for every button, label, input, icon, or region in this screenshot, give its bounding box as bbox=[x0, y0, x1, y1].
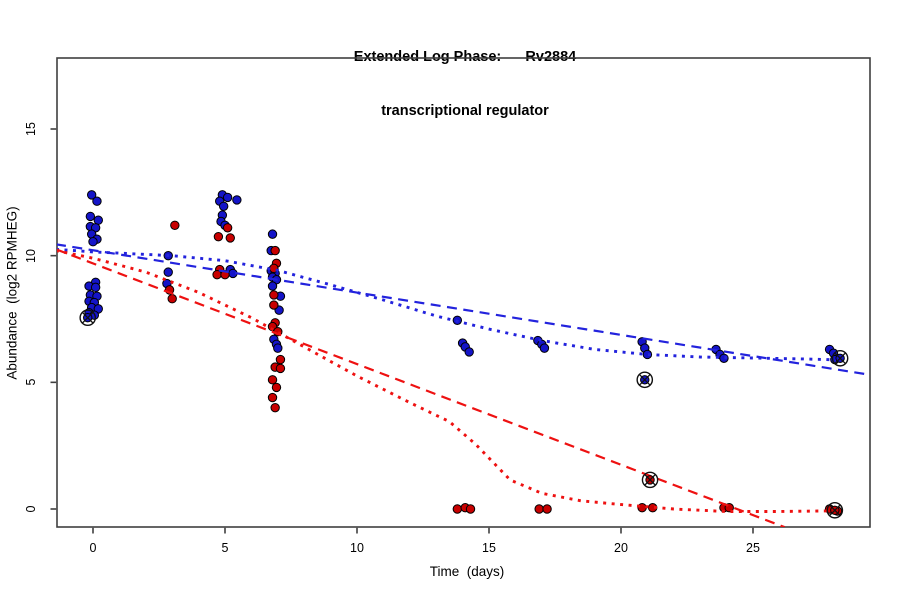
red-points-dot bbox=[225, 233, 235, 243]
red-points-dot bbox=[267, 375, 278, 385]
blue-points-dot bbox=[642, 349, 653, 360]
red-points-dot bbox=[269, 290, 279, 300]
red-points-dot bbox=[269, 300, 279, 310]
chart-title: Extended Log Phase: Rv2884 transcription… bbox=[354, 12, 576, 156]
blue-points-dot bbox=[88, 237, 98, 247]
y-tick-label: 10 bbox=[24, 248, 38, 263]
flag-circle-icon bbox=[826, 501, 844, 519]
red-points-dot bbox=[270, 245, 280, 256]
chart-title-line1: Extended Log Phase: Rv2884 bbox=[353, 49, 577, 65]
red-linear-fit bbox=[57, 248, 786, 527]
blue-points-dot bbox=[85, 211, 96, 222]
flag-cross-icon bbox=[644, 474, 656, 486]
flag-cross-icon bbox=[834, 352, 846, 365]
red-points-dot bbox=[167, 294, 177, 304]
blue-points-dot bbox=[267, 229, 278, 239]
x-tick-label: 0 bbox=[89, 541, 97, 555]
flag-circle-icon bbox=[831, 349, 849, 367]
red-points-dot bbox=[271, 382, 282, 393]
red-points-dot bbox=[275, 354, 286, 365]
red-points-dot bbox=[452, 504, 463, 514]
x-tick-label: 15 bbox=[482, 541, 496, 555]
red-points-dot bbox=[465, 504, 476, 514]
blue-linear-fit bbox=[57, 243, 870, 376]
flag-cross-icon bbox=[828, 504, 841, 517]
y-tick-label: 0 bbox=[24, 505, 38, 513]
blue-points-dot bbox=[232, 195, 242, 205]
blue-loess-fit bbox=[57, 247, 843, 362]
blue-points-dot bbox=[218, 201, 229, 211]
flag-circle-icon bbox=[79, 309, 97, 327]
blue-points-dot bbox=[267, 281, 278, 291]
blue-points-dot bbox=[92, 196, 102, 206]
x-tick-label: 10 bbox=[350, 541, 364, 555]
red-points-dot bbox=[275, 363, 286, 374]
red-points-dot bbox=[222, 223, 233, 233]
x-tick-label: 5 bbox=[221, 541, 229, 555]
y-axis-label: Abundance (log2 RPMHEG) bbox=[4, 206, 20, 380]
red-points-dot bbox=[542, 504, 552, 514]
blue-points-dot bbox=[273, 343, 283, 353]
red-points-dot bbox=[270, 402, 280, 413]
red-points-dot bbox=[534, 504, 544, 514]
flag-cross-icon bbox=[81, 311, 94, 324]
flag-cross-icon bbox=[638, 373, 651, 386]
blue-points-dot bbox=[539, 343, 550, 353]
blue-points-dot bbox=[464, 347, 474, 357]
flag-circle-icon bbox=[636, 371, 654, 389]
blue-points-dot bbox=[222, 192, 233, 203]
x-tick-label: 20 bbox=[614, 541, 628, 555]
chart-title-line2: transcriptional regulator bbox=[381, 103, 549, 119]
x-tick-label: 25 bbox=[746, 541, 760, 555]
red-points-dot bbox=[212, 269, 222, 280]
x-axis-label: Time (days) bbox=[429, 564, 505, 579]
red-points-dot bbox=[267, 392, 278, 403]
blue-points-dot bbox=[86, 190, 97, 200]
red-points-dot bbox=[170, 220, 180, 230]
flag-circle-icon bbox=[641, 471, 659, 489]
plot-content bbox=[57, 190, 870, 527]
red-points-dot bbox=[213, 231, 224, 242]
y-tick-label: 5 bbox=[24, 378, 38, 386]
y-tick-label: 15 bbox=[24, 122, 38, 136]
blue-points-dot bbox=[90, 282, 101, 293]
blue-points-dot bbox=[163, 267, 173, 277]
plot-box bbox=[56, 57, 871, 528]
